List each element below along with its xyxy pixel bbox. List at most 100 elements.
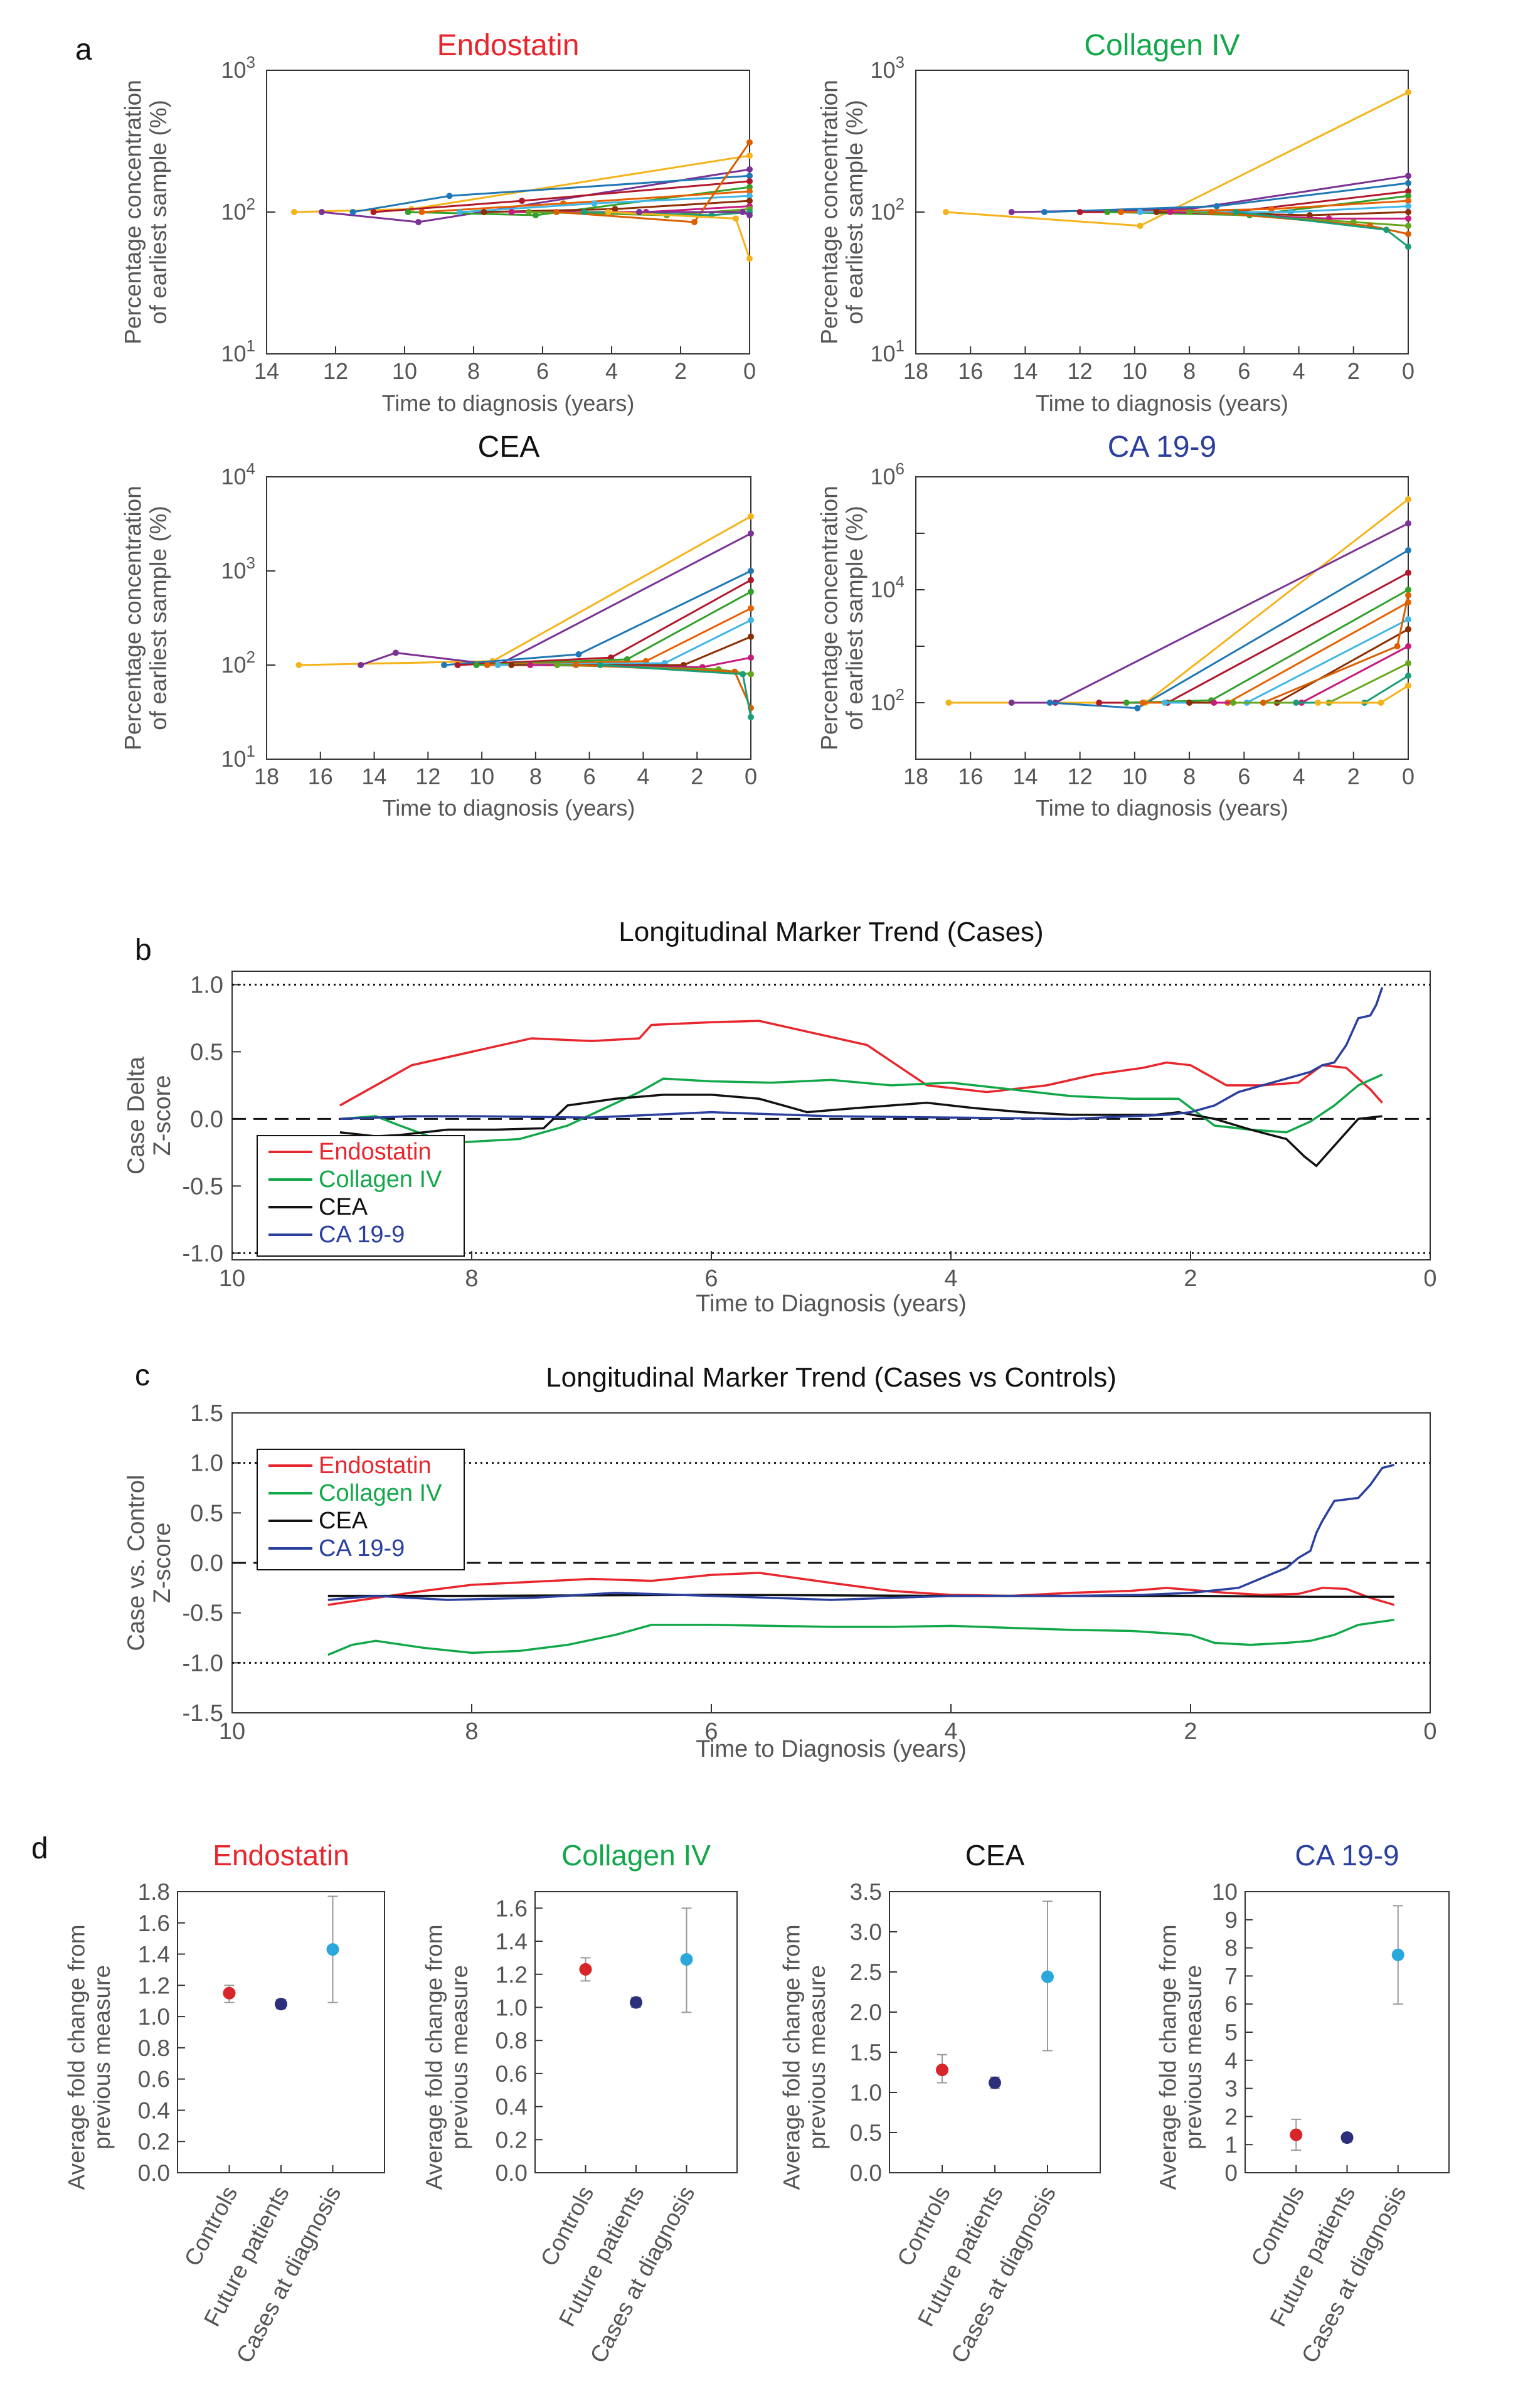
x-tick-label: 0 [1423, 1718, 1436, 1745]
y-axis-label-line: Percentage concentration [816, 80, 842, 344]
y-axis-label-line: previous measure [804, 1965, 830, 2150]
data-point [1096, 700, 1103, 706]
data-point [748, 671, 754, 678]
x-tick-label: 8 [465, 1265, 478, 1292]
data-point [746, 173, 753, 179]
legend-entry: CEA [319, 1508, 368, 1534]
series-line [576, 664, 752, 708]
y-tick-label: 1.0 [190, 1451, 223, 1477]
x-tick-label: 6 [1238, 764, 1250, 789]
x-tick-label: 4 [944, 1265, 957, 1292]
series-line [1099, 572, 1409, 704]
panel-label-b: b [135, 934, 152, 967]
y-tick-exponent: 2 [247, 647, 255, 666]
y-tick-label: 103 [870, 53, 905, 83]
data-point [1211, 700, 1218, 706]
x-tick-label: 10 [219, 1718, 245, 1745]
x-tick-label: 16 [958, 358, 983, 384]
y-tick-exponent: 4 [896, 572, 905, 591]
x-tick-label: 10 [392, 358, 417, 384]
legend-entry: Endostatin [319, 1139, 432, 1165]
y-axis-label-line: of earliest sample (%) [842, 100, 868, 324]
data-point [1405, 547, 1411, 554]
x-tick-label: 10 [1122, 764, 1147, 789]
panel-label-c: c [135, 1359, 150, 1392]
data-point [746, 193, 753, 200]
x-tick-label: 6 [704, 1718, 718, 1745]
y-tick-label: -1.5 [183, 1700, 223, 1727]
y-axis-label-line: Average fold change from [63, 1924, 89, 2190]
data-point [392, 649, 399, 656]
data-point [1405, 198, 1411, 205]
y-axis-label: Percentage concentrationof earliest samp… [120, 486, 171, 750]
chart-panel-d1: Endostatin Average fold change fromprevio… [63, 1839, 385, 2367]
chart-title: Collagen IV [561, 1839, 711, 1872]
data-point [748, 568, 754, 574]
chart-panel-a1: Endostatin Time to diagnosis (years) Perce… [120, 29, 756, 416]
x-tick-label: 6 [583, 764, 596, 789]
x-axis-label: Time to Diagnosis (years) [696, 1736, 967, 1762]
data-point [1046, 700, 1053, 706]
data-point [295, 662, 302, 668]
y-tick-exponent: 1 [247, 742, 255, 760]
chart-panel-d3: CEA Average fold change fromprevious meas… [778, 1839, 1101, 2367]
series-line-collagen-iv [339, 1073, 1383, 1144]
data-point [1405, 215, 1411, 222]
y-tick-base: 10 [221, 57, 246, 83]
data-point [1405, 592, 1411, 599]
x-tick-label: 18 [903, 764, 928, 789]
data-point [740, 209, 746, 215]
x-axis-label: Time to diagnosis (years) [382, 390, 635, 416]
y-axis-label: Average fold change fromprevious measure [1155, 1924, 1206, 2190]
y-tick-label: 0.0 [190, 1106, 223, 1132]
panel-label-a: a [75, 33, 92, 67]
data-point [1394, 643, 1401, 649]
chart-title: CEA [965, 1839, 1025, 1872]
y-tick-label: 1.2 [496, 1962, 528, 1988]
y-tick-base: 10 [870, 577, 895, 602]
data-point [1405, 682, 1411, 689]
data-point [494, 662, 501, 668]
y-tick-base: 10 [221, 199, 246, 225]
y-tick-label: 1.0 [138, 2004, 170, 2030]
plot-frame [177, 1891, 385, 2173]
data-point [746, 178, 753, 184]
data-point [1315, 700, 1322, 706]
y-tick-label: 102 [870, 685, 905, 715]
data-point [575, 651, 582, 658]
data-point [1405, 209, 1411, 215]
legend-entry: CA 19-9 [319, 1222, 405, 1248]
data-point [526, 209, 532, 215]
chart-title: Longitudinal Marker Trend (Cases vs Cont… [546, 1362, 1117, 1393]
data-point [1153, 209, 1160, 215]
y-tick-label: 1.4 [496, 1929, 528, 1954]
y-tick-label: -0.5 [183, 1173, 223, 1200]
y-tick-label: 1.6 [496, 1895, 528, 1921]
data-point [1383, 226, 1390, 233]
x-tick-label: 6 [1238, 358, 1250, 384]
y-tick-label: 104 [221, 459, 255, 489]
x-tick-label: 8 [465, 1718, 478, 1745]
y-tick-base: 10 [870, 341, 895, 366]
data-point [1405, 496, 1411, 503]
data-point [591, 200, 598, 207]
x-tick-label: 8 [1183, 358, 1196, 384]
data-point [1377, 700, 1384, 706]
data-point [1076, 209, 1083, 215]
y-tick-label: 0.6 [496, 2061, 528, 2087]
x-tick-label: 8 [1183, 764, 1196, 789]
mean-point [1041, 1970, 1054, 1983]
y-axis-label-line: Case vs. Control [123, 1475, 149, 1651]
y-tick-exponent: 2 [896, 685, 905, 704]
y-axis-label-line: previous measure [447, 1965, 472, 2150]
data-point [1405, 179, 1411, 186]
data-point [748, 513, 754, 520]
x-tick-label: 2 [1347, 358, 1360, 384]
y-axis-label-line: Percentage concentration [120, 80, 146, 344]
data-point [1405, 643, 1411, 649]
x-tick-label: 18 [254, 764, 279, 789]
data-point [1186, 209, 1193, 215]
y-tick-label: 0.0 [190, 1550, 223, 1577]
y-tick-base: 10 [870, 199, 895, 225]
